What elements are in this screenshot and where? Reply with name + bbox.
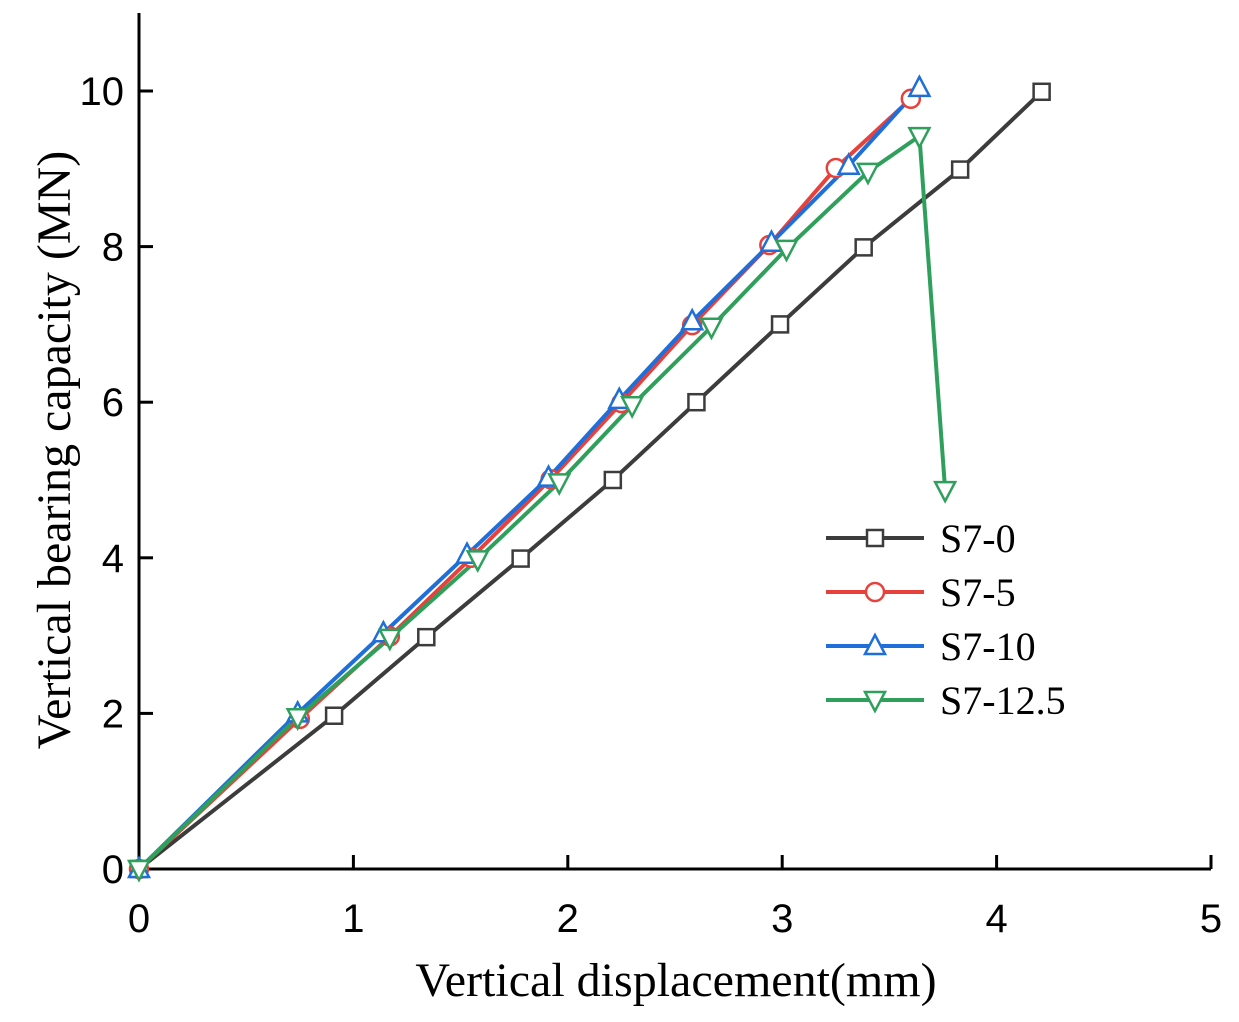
data-point-s7-0 [770, 315, 790, 334]
legend-label: S7-0 [940, 516, 1016, 561]
data-point-s7-0 [687, 392, 706, 412]
x-tick-label: 2 [557, 897, 579, 941]
data-point-s7-12-5 [699, 317, 724, 341]
x-axis-title: Vertical displacement(mm) [415, 954, 936, 1007]
legend-marker [864, 581, 886, 603]
data-point-s7-0 [854, 238, 873, 257]
data-point-s7-12-5 [907, 126, 932, 150]
data-point-s7-12-5 [126, 859, 152, 883]
data-point-s7-0 [324, 706, 344, 725]
data-point-s7-10 [680, 307, 705, 331]
data-point-s7-10 [836, 152, 861, 175]
y-tick-label: 2 [102, 692, 124, 736]
data-point-s7-0 [417, 627, 436, 647]
data-point-s7-12-5 [465, 550, 490, 574]
data-point-s7-12-5 [547, 473, 572, 497]
series-line-s7-0 [137, 90, 1044, 871]
legend-item-s7-0: S7-0 [826, 516, 1016, 561]
series-line-s7-12-5 [137, 134, 948, 871]
axes: 0 1 2 3 4 5 0 2 4 6 8 10 [80, 13, 1222, 941]
legend-label: S7-5 [940, 570, 1016, 615]
plot-lines [137, 86, 1044, 871]
y-tick-label: 8 [102, 226, 124, 270]
legend-item-s7-10: S7-10 [826, 624, 1036, 669]
x-tick-label: 4 [985, 897, 1007, 941]
data-point-s7-12-5 [377, 628, 402, 652]
data-point-s7-12-5 [620, 396, 645, 419]
data-point-s7-0 [603, 470, 623, 490]
y-tick-label: 6 [102, 381, 124, 425]
y-axis-title: Vertical bearing capacity (MN) [28, 151, 81, 749]
data-point-s7-12-5 [285, 708, 310, 731]
data-point-s7-12-5 [855, 162, 881, 186]
legend-label: S7-12.5 [940, 678, 1066, 723]
legend: S7-0 S7-5 S7-10 S7-12.5 [826, 516, 1066, 723]
series-line-s7-10 [137, 86, 921, 871]
legend-item-s7-12-5: S7-12.5 [826, 678, 1066, 723]
y-tick-label: 10 [80, 70, 125, 114]
legend-marker [862, 690, 888, 714]
data-point-s7-10 [907, 74, 932, 98]
x-tick-label: 0 [128, 897, 150, 941]
legend-label: S7-10 [940, 624, 1036, 669]
data-point-s7-12-5 [774, 239, 799, 263]
plot-markers [126, 74, 1051, 883]
data-point-s7-0 [1032, 82, 1051, 102]
x-tick-label: 3 [771, 897, 793, 941]
y-tick-label: 4 [102, 537, 124, 581]
x-tick-label: 5 [1200, 897, 1222, 941]
data-point-s7-12-5 [933, 480, 958, 504]
y-tick-label: 0 [102, 848, 124, 892]
legend-marker [865, 528, 885, 548]
data-point-s7-0 [511, 549, 530, 568]
data-point-s7-0 [950, 160, 970, 179]
legend-item-s7-5: S7-5 [826, 570, 1016, 615]
x-tick-label: 1 [342, 897, 364, 941]
legend-marker [862, 632, 888, 656]
